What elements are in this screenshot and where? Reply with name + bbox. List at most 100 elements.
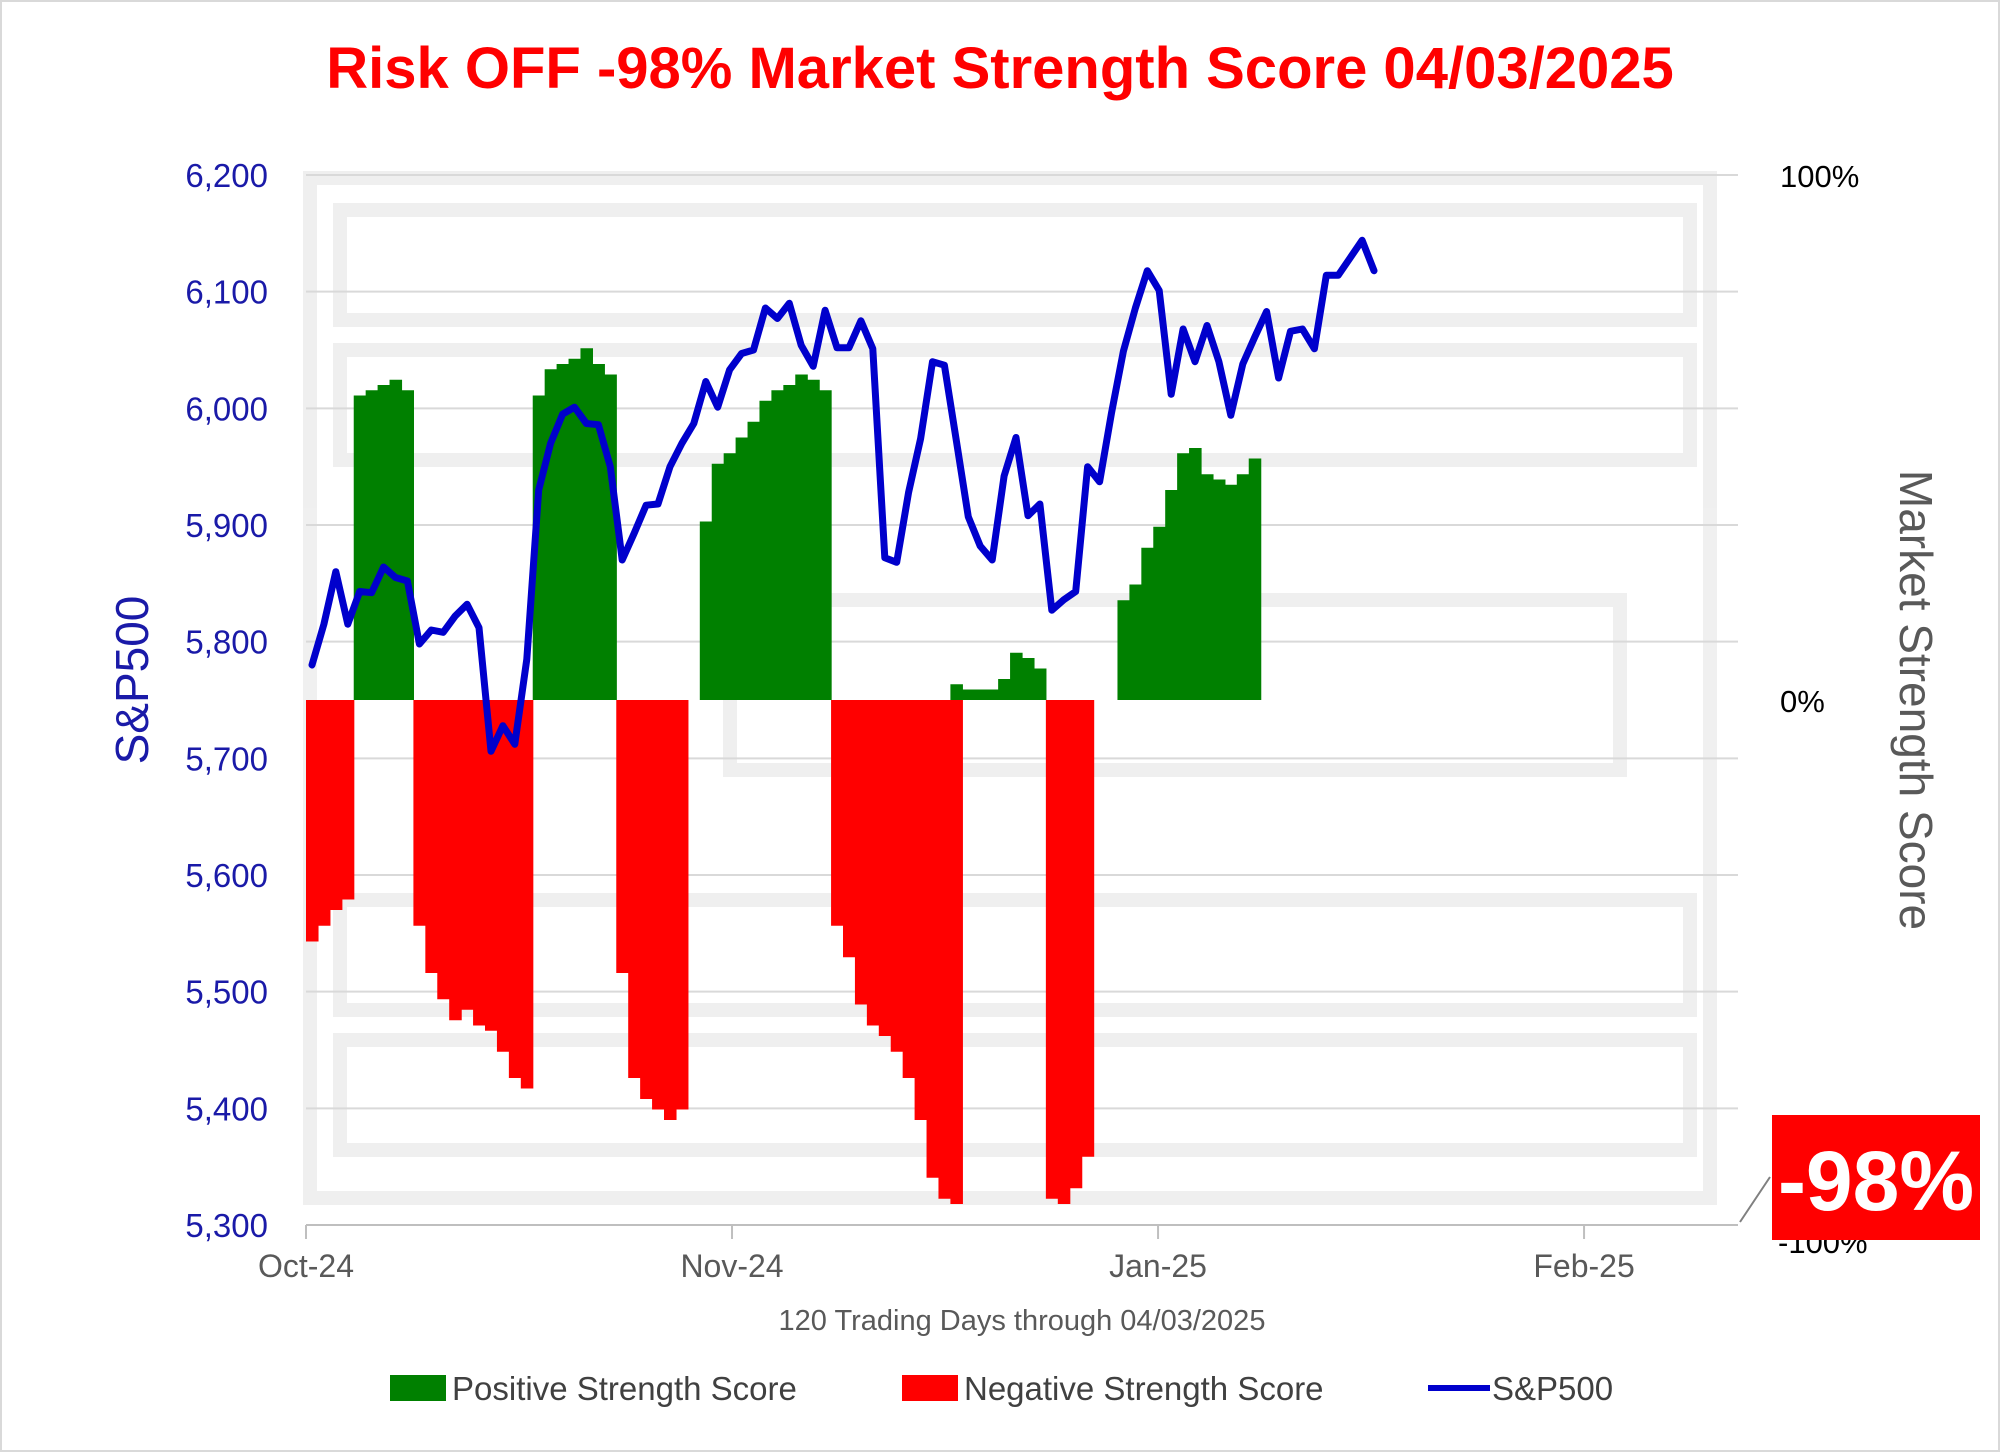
sp500-line-group (308, 236, 1378, 755)
left-axis-title: S&P500 (106, 596, 158, 765)
positive-bar (747, 421, 761, 700)
x-axis-ticks: Oct-24 Nov-24 Jan-25 Feb-25 (258, 1225, 1635, 1284)
positive-bar (1248, 458, 1262, 700)
negative-bar (341, 700, 355, 900)
positive-bar (1224, 484, 1238, 700)
positive-bar (1212, 479, 1226, 700)
negative-bar (329, 700, 343, 910)
negative-bar (616, 700, 629, 973)
negative-bar (449, 700, 462, 1021)
negative-bar (890, 700, 904, 1052)
left-tick-label: 5,400 (185, 1090, 268, 1127)
positive-bar (998, 679, 1011, 700)
left-tick-label: 5,300 (185, 1207, 268, 1244)
positive-bar (580, 348, 593, 700)
negative-bar (854, 700, 868, 1005)
x-tick-label: Oct-24 (258, 1248, 354, 1284)
legend-swatch-positive (390, 1375, 446, 1401)
positive-bar (771, 390, 784, 700)
negative-bar (914, 700, 928, 1120)
negative-bar (902, 700, 916, 1078)
positive-bar (1236, 474, 1250, 700)
negative-bar (675, 700, 689, 1110)
negative-bar (1045, 700, 1059, 1199)
positive-bar (1022, 658, 1035, 700)
legend: Positive Strength Score Negative Strengt… (390, 1370, 1613, 1407)
negative-bar (926, 700, 940, 1178)
x-axis-title: 120 Trading Days through 04/03/2025 (779, 1305, 1266, 1337)
positive-bar (604, 374, 617, 700)
positive-bar (365, 390, 379, 700)
chart-title: Risk OFF -98% Market Strength Score 04/0… (326, 36, 1673, 101)
positive-bar (377, 385, 391, 700)
callout-badge (1772, 1115, 1980, 1240)
callout-leader (1739, 1176, 1771, 1223)
left-tick-label: 5,800 (185, 624, 268, 661)
negative-bar (461, 700, 474, 1010)
positive-bar (699, 521, 713, 700)
positive-bars (353, 348, 1262, 700)
positive-bar (568, 358, 582, 700)
positive-bar (950, 684, 963, 700)
negative-bar (664, 700, 677, 1120)
positive-bar (1141, 547, 1154, 700)
positive-bar (1129, 584, 1142, 700)
positive-bar (1117, 600, 1130, 700)
positive-bar (1189, 448, 1202, 700)
positive-bar (735, 437, 749, 700)
positive-bar (819, 390, 832, 700)
left-tick-label: 5,700 (185, 740, 268, 777)
negative-bar (306, 700, 319, 942)
positive-bar (1033, 668, 1047, 700)
positive-bar (723, 453, 737, 700)
positive-bar (1165, 490, 1178, 700)
positive-bar (1153, 526, 1166, 700)
right-axis-title: Market Strength Score (1890, 470, 1942, 930)
left-tick-label: 5,600 (185, 857, 268, 894)
negative-bar (938, 700, 951, 1199)
left-tick-label: 5,900 (185, 507, 268, 544)
negative-bar (640, 700, 653, 1099)
positive-bar (1010, 652, 1023, 700)
negative-bar (628, 700, 641, 1078)
positive-bar (807, 379, 820, 700)
negative-bar (866, 700, 880, 1026)
legend-label-positive: Positive Strength Score (452, 1370, 797, 1407)
positive-bar (795, 374, 808, 700)
positive-bar (389, 379, 403, 700)
x-tick-label: Jan-25 (1109, 1248, 1207, 1284)
negative-bar (317, 700, 331, 926)
positive-bar (1201, 474, 1214, 700)
negative-bar (1069, 700, 1083, 1189)
x-tick-label: Nov-24 (680, 1248, 783, 1284)
negative-bar (520, 700, 534, 1089)
watermark (303, 171, 1717, 1205)
left-tick-label: 5,500 (185, 974, 268, 1011)
negative-bars (306, 700, 1095, 1204)
negative-bar (413, 700, 426, 926)
positive-bar (986, 689, 999, 700)
positive-bar (556, 364, 570, 700)
positive-bar (592, 364, 605, 700)
positive-bar (353, 395, 367, 700)
positive-bar (401, 390, 414, 700)
negative-bar (496, 700, 510, 1052)
negative-bar (831, 700, 844, 926)
negative-bar (473, 700, 486, 1026)
positive-bar (783, 385, 796, 700)
left-tick-label: 6,200 (185, 157, 268, 194)
positive-bar (1177, 453, 1190, 700)
left-tick-label: 6,000 (185, 390, 268, 427)
negative-bar (508, 700, 522, 1078)
negative-bar (878, 700, 892, 1036)
positive-bar (544, 369, 558, 700)
left-tick-label: 6,100 (185, 274, 268, 311)
x-tick-label: Feb-25 (1533, 1248, 1634, 1284)
positive-bar (711, 463, 725, 700)
negative-bar (485, 700, 498, 1031)
positive-bar (962, 689, 975, 700)
negative-bar (843, 700, 856, 958)
